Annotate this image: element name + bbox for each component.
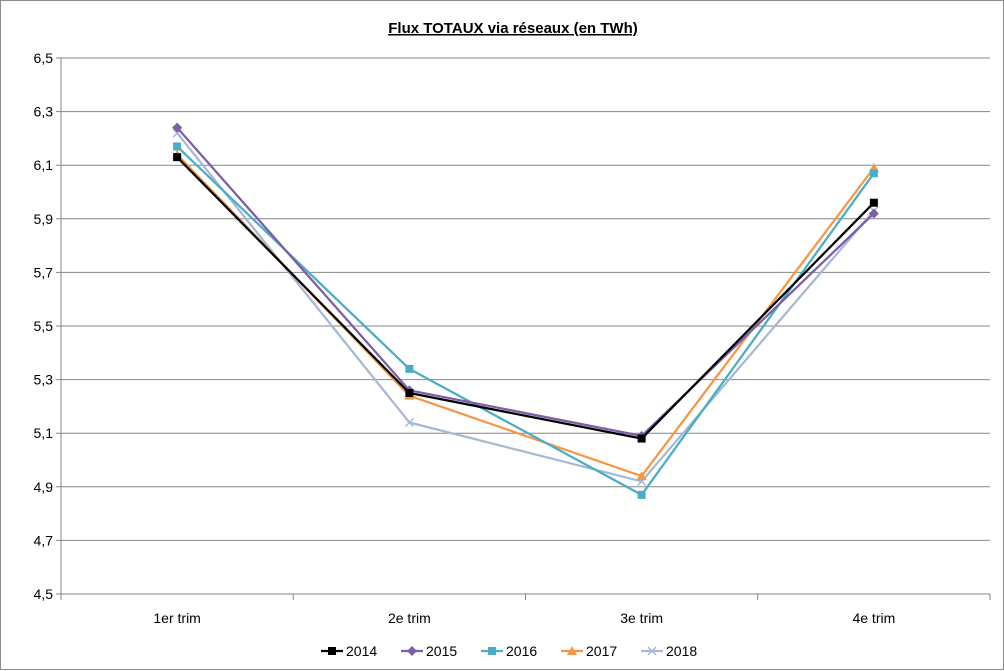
axes: 4,5 4,7 4,9 5,1 5,3 5,5 5,7 5,9 6,1 6,3 6,5 1er tri… xyxy=(34,50,991,626)
legend-item-2018: 2018 xyxy=(641,643,697,659)
legend: 2014 2015 2016 2017 2018 xyxy=(321,643,697,659)
data-point xyxy=(636,471,647,481)
y-tick-label: 6,1 xyxy=(34,157,54,173)
x-tick-label: 4e trim xyxy=(852,610,895,626)
y-tick-label: 5,9 xyxy=(34,211,54,227)
legend-label: 2018 xyxy=(666,643,697,659)
x-tick-label: 2e trim xyxy=(388,610,431,626)
legend-item-2017: 2017 xyxy=(561,643,617,659)
series-line xyxy=(176,145,875,496)
legend-label: 2015 xyxy=(426,643,457,659)
series-line xyxy=(176,132,875,483)
data-point xyxy=(869,198,878,207)
y-tick-label: 5,5 xyxy=(34,318,54,334)
series-line xyxy=(176,153,875,478)
data-point xyxy=(405,389,414,397)
legend-label: 2017 xyxy=(586,643,617,659)
data-point xyxy=(172,122,183,133)
legend-item-2016: 2016 xyxy=(481,643,537,659)
data-point xyxy=(647,646,657,656)
chart-title: Flux TOTAUX via réseaux (en TWh) xyxy=(388,20,638,37)
data-point xyxy=(868,208,879,219)
y-tick-label: 5,7 xyxy=(34,264,54,280)
y-tick-label: 4,7 xyxy=(34,532,54,548)
legend-label: 2014 xyxy=(346,643,377,659)
data-point xyxy=(637,490,646,499)
legend-item-2015: 2015 xyxy=(401,643,457,659)
data-point xyxy=(567,646,577,655)
data-point xyxy=(869,169,878,178)
series-2014 xyxy=(173,153,878,443)
data-point xyxy=(404,417,414,428)
series-lines xyxy=(172,122,879,499)
legend-label: 2016 xyxy=(506,643,537,659)
series-line xyxy=(176,126,875,438)
x-tick-label: 1er trim xyxy=(153,610,200,626)
y-tick-label: 4,5 xyxy=(34,586,54,602)
data-point xyxy=(173,153,182,162)
y-tick-label: 6,3 xyxy=(34,104,54,120)
series-2016 xyxy=(173,142,878,499)
data-point xyxy=(488,647,496,655)
legend-item-2014: 2014 xyxy=(321,643,377,659)
series-line xyxy=(176,156,875,440)
y-tick-label: 4,9 xyxy=(34,479,54,495)
x-tick-label: 3e trim xyxy=(620,610,663,626)
data-point xyxy=(328,647,336,655)
y-tick-label: 6,5 xyxy=(34,50,54,66)
y-tick-label: 5,1 xyxy=(34,425,54,441)
data-point xyxy=(637,434,646,443)
gridlines xyxy=(61,57,990,595)
data-point xyxy=(173,142,182,151)
data-point xyxy=(405,364,414,373)
data-point xyxy=(407,646,417,656)
y-tick-label: 5,3 xyxy=(34,372,54,388)
series-2015 xyxy=(172,122,879,441)
